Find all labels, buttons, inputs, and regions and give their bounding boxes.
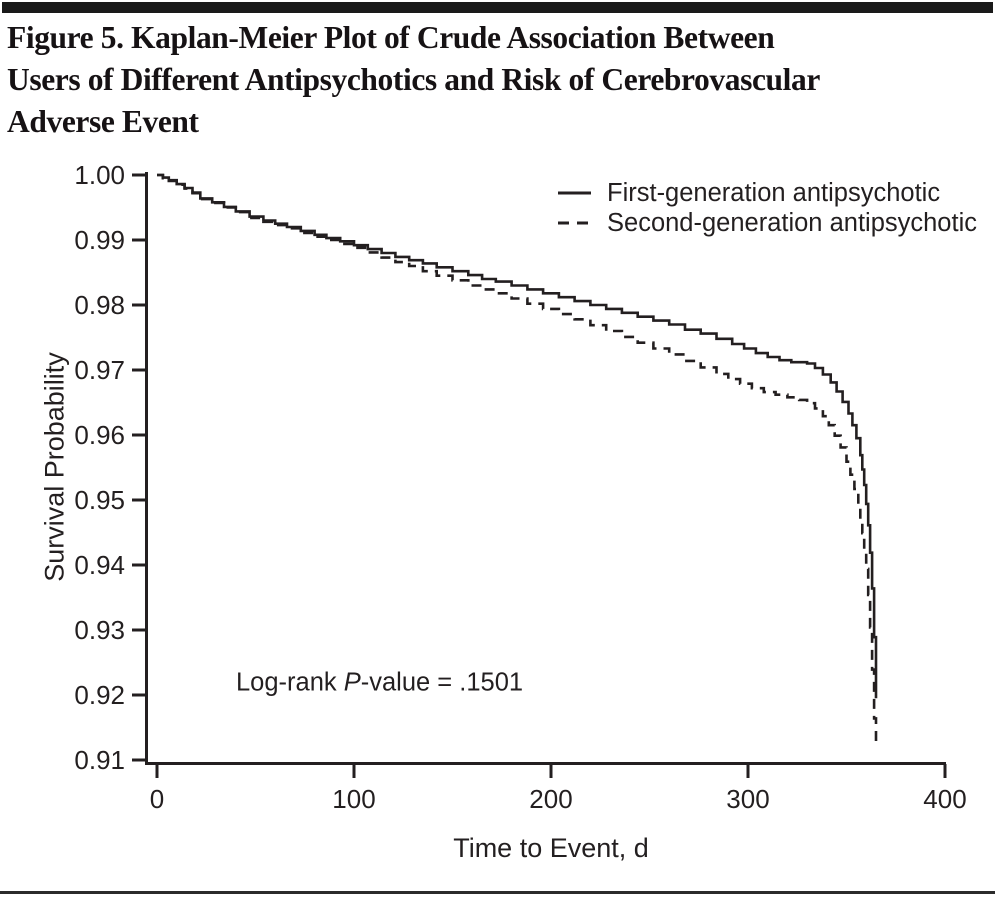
figure-title-line-3: Adverse Event	[7, 104, 199, 139]
x-axis-title: Time to Event, d	[453, 833, 649, 863]
y-tick-label: 0.98	[74, 290, 125, 320]
x-tick-label: 0	[150, 784, 164, 814]
x-tick-label: 200	[529, 784, 572, 814]
annotation-text-after: -value = .1501	[360, 668, 524, 697]
km-curve-second-generation-antipsychotic	[157, 173, 878, 747]
x-tick-label: 100	[332, 784, 375, 814]
y-tick-label: 0.99	[74, 225, 125, 255]
solid-line-icon	[558, 191, 591, 195]
y-tick-label: 1.00	[74, 160, 125, 190]
x-tick-label: 300	[726, 784, 769, 814]
y-tick-label: 0.97	[74, 355, 125, 385]
top-rule-divider	[2, 2, 993, 13]
bottom-rule-divider	[0, 891, 995, 894]
legend-entry: Second-generation antipsychotic	[557, 208, 977, 238]
y-tick-label: 0.95	[74, 485, 125, 515]
figure-title-line-1: Figure 5. Kaplan-Meier Plot of Crude Ass…	[7, 20, 775, 55]
figure-title: Figure 5. Kaplan-Meier Plot of Crude Ass…	[7, 17, 982, 143]
legend-label: First-generation antipsychotic	[607, 178, 941, 207]
y-tick-label: 0.92	[74, 680, 125, 710]
y-tick-label: 0.93	[74, 615, 125, 645]
legend-label: Second-generation antipsychotic	[607, 208, 977, 237]
figure-title-line-2: Users of Different Antipsychotics and Ri…	[7, 62, 820, 97]
y-tick-label: 0.91	[74, 745, 125, 775]
y-tick-label: 0.94	[74, 550, 125, 580]
log-rank-annotation: Log-rank P-value = .1501	[236, 669, 523, 698]
x-tick-label: 400	[923, 784, 966, 814]
y-axis-title: Survival Probability	[39, 352, 70, 582]
annotation-p-italic: P	[343, 668, 361, 697]
km-curve-first-generation-antipsychotic	[157, 173, 878, 699]
annotation-text-before: Log-rank	[236, 668, 344, 697]
legend: First-generation antipsychotic Second-gen…	[557, 178, 977, 238]
legend-entry: First-generation antipsychotic	[557, 178, 977, 208]
y-tick-label: 0.96	[74, 420, 125, 450]
dashed-line-icon	[558, 221, 591, 225]
